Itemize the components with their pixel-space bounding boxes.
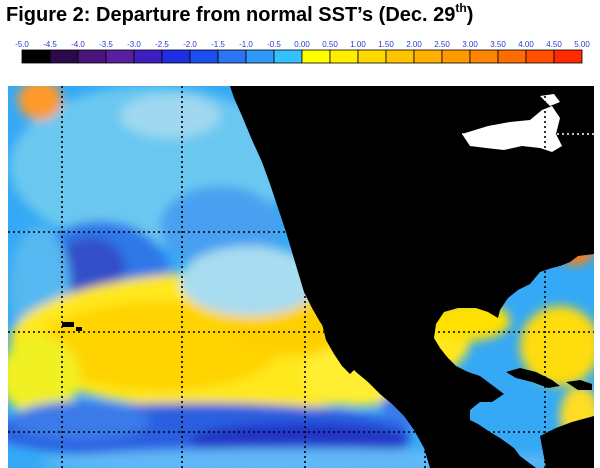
legend-color-cell [469, 49, 499, 64]
legend-color-cell [77, 49, 107, 64]
legend-tick-label: 0.00 [294, 40, 310, 49]
legend-color-cell [497, 49, 527, 64]
legend-tick-label: 3.00 [462, 40, 478, 49]
legend-tick-label: 4.50 [546, 40, 562, 49]
anomaly-patches [8, 86, 594, 468]
cuba-island [506, 368, 560, 388]
legend-color-cell [133, 49, 163, 64]
legend-color-cell [105, 49, 135, 64]
legend-tick-label: -1.0 [239, 40, 253, 49]
legend-tick-label: 0.50 [322, 40, 338, 49]
legend-tick-label: 3.50 [490, 40, 506, 49]
legend-color-cell [441, 49, 471, 64]
legend-tick-label: -2.5 [155, 40, 169, 49]
figure-title-main: Figure 2: Departure from normal SST’s (D… [6, 4, 456, 26]
figure-title: Figure 2: Departure from normal SST’s (D… [6, 1, 474, 27]
figure-title-superscript: th [455, 1, 467, 15]
north-america-land [230, 86, 594, 468]
legend-tick-label: -0.5 [267, 40, 281, 49]
legend-tick-label: -4.5 [43, 40, 57, 49]
legend-tick-labels: -5.0 -4.5 -4.0 -3.5 -3.0 -2.5 -2.0 -1.5 -1.0 -0.5… [15, 40, 590, 49]
galapagos-island [480, 433, 485, 437]
baja-peninsula [322, 324, 354, 374]
legend-color-cell [49, 49, 79, 64]
anomaly-patch [120, 94, 220, 138]
legend-color-cell [21, 49, 51, 64]
anomaly-patch [18, 86, 62, 120]
anomaly-patch [520, 306, 594, 386]
legend-color-bar [21, 49, 583, 64]
legend-tick-label: 5.00 [574, 40, 590, 49]
legend-tick-label: 4.00 [518, 40, 534, 49]
sst-anomaly-map [8, 86, 594, 468]
anomaly-patch [55, 238, 125, 294]
legend-tick-label: -3.5 [99, 40, 113, 49]
legend-tick-label: 2.50 [434, 40, 450, 49]
ice-region [462, 106, 562, 152]
hispaniola-island [566, 380, 592, 390]
legend-color-cell [525, 49, 555, 64]
anomaly-patch [180, 246, 320, 316]
legend-color-cell [357, 49, 387, 64]
legend-color-cell [553, 49, 583, 64]
figure-title-close: ) [466, 4, 474, 26]
color-scale-legend: -5.0 -4.5 -4.0 -3.5 -3.0 -2.5 -2.0 -1.5 -1.0 -0.5… [15, 40, 590, 64]
legend-tick-label: -4.0 [71, 40, 85, 49]
legend-tick-label: 2.00 [406, 40, 422, 49]
hawaii-island [76, 327, 82, 331]
legend-tick-label: 1.00 [350, 40, 366, 49]
legend-color-cell [413, 49, 443, 64]
legend-tick-label: 1.50 [378, 40, 394, 49]
land-masses [62, 86, 594, 468]
legend-color-cell [161, 49, 191, 64]
legend-color-cell [217, 49, 247, 64]
hawaii-island [62, 322, 74, 327]
anomaly-patch [40, 301, 280, 391]
legend-color-cell [385, 49, 415, 64]
legend-tick-label: -2.0 [183, 40, 197, 49]
legend-color-cell [189, 49, 219, 64]
legend-tick-label: -1.5 [211, 40, 225, 49]
anomaly-patch [10, 401, 150, 441]
legend-color-cell [329, 49, 359, 64]
south-america-land [540, 416, 594, 468]
galapagos-island [476, 428, 484, 433]
legend-tick-label: -3.0 [127, 40, 141, 49]
legend-color-cell [245, 49, 275, 64]
legend-color-cell [273, 49, 303, 64]
graticule-lines [8, 86, 594, 468]
legend-color-cell [301, 49, 331, 64]
legend-tick-label: -5.0 [15, 40, 29, 49]
